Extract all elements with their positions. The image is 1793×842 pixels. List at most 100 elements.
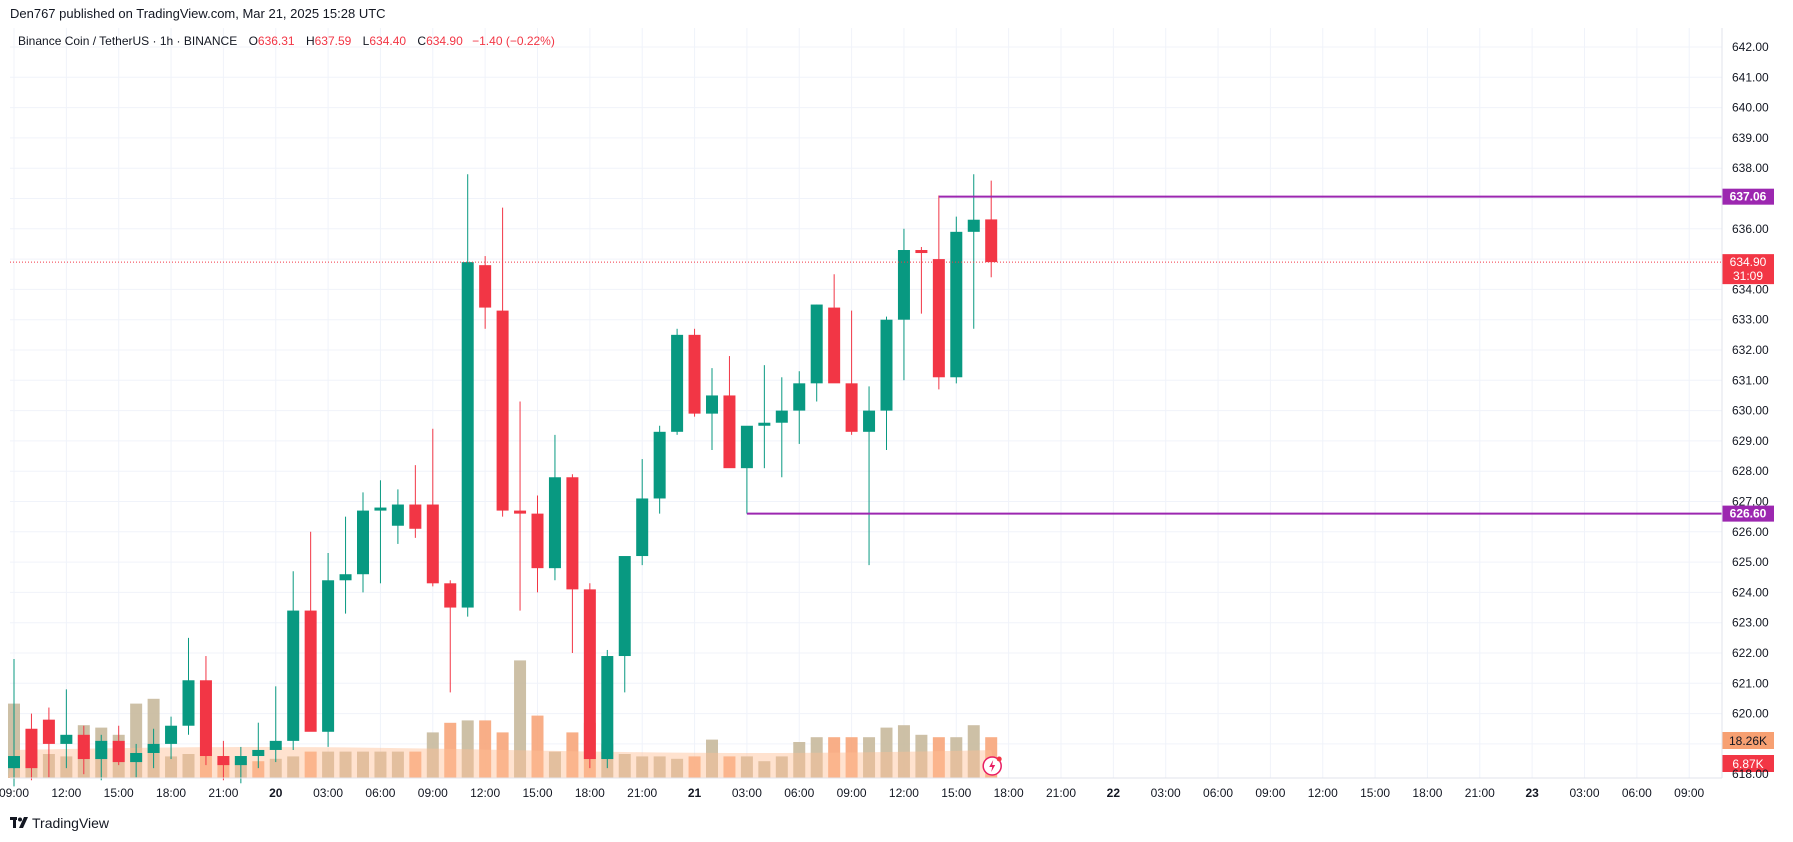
x-tick-label: 12:00 [1308, 786, 1338, 800]
candle-body [932, 259, 945, 378]
x-tick-label: 23 [1525, 786, 1539, 800]
volume-bar [514, 660, 527, 778]
close-label: C [417, 34, 427, 48]
y-tick-label: 628.00 [1732, 464, 1769, 478]
volume-bar [548, 751, 561, 778]
volume-bar [636, 756, 649, 778]
candle-body [42, 719, 55, 744]
last-price-label: 634.90 [1730, 255, 1767, 269]
y-tick-label: 639.00 [1732, 131, 1769, 145]
volume-bar [863, 737, 876, 778]
volume-bar [269, 758, 282, 778]
candle-body [252, 749, 265, 757]
y-tick-label: 640.00 [1732, 101, 1769, 115]
x-tick-label: 18:00 [575, 786, 605, 800]
volume-bars [8, 660, 998, 778]
candle-body [863, 410, 876, 432]
x-tick-label: 09:00 [1674, 786, 1704, 800]
x-tick-label: 22 [1107, 786, 1121, 800]
x-tick-label: 09:00 [418, 786, 448, 800]
y-tick-label: 631.00 [1732, 373, 1769, 387]
candle-body [723, 395, 736, 469]
candle-body [357, 510, 369, 575]
y-tick-label: 622.00 [1732, 646, 1769, 660]
publisher-info: Den767 published on TradingView.com, Mar… [10, 6, 386, 21]
candle-body [269, 740, 282, 750]
volume-bar [897, 725, 910, 778]
candle-body [967, 219, 980, 232]
y-tick-label: 629.00 [1732, 434, 1769, 448]
candle-body [322, 580, 335, 732]
x-tick-label: 03:00 [732, 786, 762, 800]
x-tick-label: 15:00 [522, 786, 552, 800]
volume-bar [339, 751, 352, 778]
x-tick-label: 18:00 [156, 786, 186, 800]
volume-bar [444, 722, 457, 778]
open-value: 636.31 [257, 34, 295, 48]
candle-body [828, 307, 841, 384]
candle-body [426, 504, 439, 584]
x-tick-label: 15:00 [104, 786, 134, 800]
y-tick-label: 618.00 [1732, 767, 1769, 781]
low-value: 634.40 [369, 34, 407, 48]
y-tick-label: 625.00 [1732, 555, 1769, 569]
x-tick-label: 21:00 [1046, 786, 1076, 800]
volume-last-tag [1722, 755, 1774, 772]
candle-body [25, 728, 38, 769]
volume-bar [967, 725, 980, 778]
candle-body [566, 477, 579, 590]
change-value: −1.40 (−0.22%) [472, 34, 555, 48]
volume-ma-label: 18.26K [1729, 734, 1767, 748]
candle-body [391, 504, 404, 526]
candle-body [77, 734, 90, 760]
candle-body [775, 410, 788, 423]
x-tick-label: 21:00 [1465, 786, 1495, 800]
x-tick-label: 21:00 [627, 786, 657, 800]
x-tick-label: 21 [688, 786, 702, 800]
candles [8, 174, 998, 787]
tradingview-logo-icon [10, 817, 28, 828]
volume-bar [165, 756, 178, 778]
y-tick-label: 636.00 [1732, 222, 1769, 236]
volume-last-label: 6.87K [1732, 757, 1763, 771]
volume-bar [828, 737, 841, 778]
candle-body [461, 262, 474, 608]
high-value: 637.59 [314, 34, 352, 48]
level-price-tag [1722, 188, 1774, 205]
x-tick-label: 15:00 [941, 786, 971, 800]
volume-bar [566, 732, 579, 778]
candle-body [479, 265, 492, 308]
candle-body [706, 395, 718, 414]
low-label: L [362, 34, 370, 48]
volume-bar [932, 737, 945, 778]
candle-body [531, 513, 544, 569]
volume-bar [706, 739, 718, 778]
candle-body [514, 510, 527, 514]
y-tick-label: 621.00 [1732, 676, 1769, 690]
candle-body [60, 734, 73, 744]
candle-body [897, 250, 910, 320]
tradingview-brand[interactable]: TradingView [10, 815, 109, 831]
volume-bar [775, 756, 788, 778]
candle-body [758, 422, 771, 426]
y-tick-label: 634.00 [1732, 282, 1769, 296]
x-tick-label: 09:00 [1255, 786, 1285, 800]
candle-body [985, 219, 998, 263]
volume-bar [671, 758, 684, 778]
brand-label: TradingView [32, 815, 110, 831]
volume-bar [304, 751, 317, 778]
volume-bar [880, 727, 893, 778]
volume-bar [758, 761, 771, 778]
candle-body [374, 507, 387, 511]
candle-body [496, 310, 509, 511]
x-tick-label: 21:00 [208, 786, 238, 800]
candle-body [740, 425, 753, 469]
volume-bar [182, 754, 195, 778]
y-tick-label: 630.00 [1732, 404, 1769, 418]
candle-body [234, 756, 247, 766]
candle-body [409, 504, 422, 529]
axes: 09:00 12:00 15:00 18:00 21:00 20 03:00 06:00 09:… [0, 28, 1769, 800]
y-tick-label: 627.00 [1732, 495, 1769, 509]
